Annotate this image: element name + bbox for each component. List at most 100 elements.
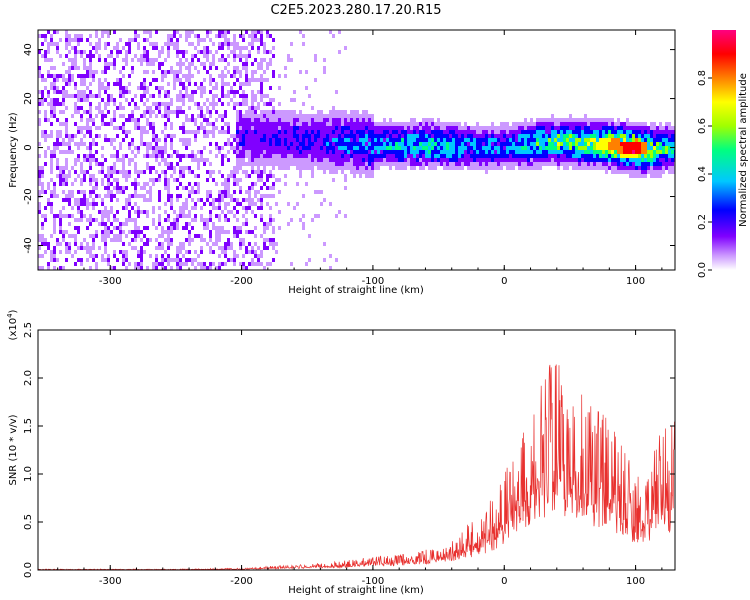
heatmap-cell xyxy=(401,142,404,146)
heatmap-cell xyxy=(251,166,254,170)
heatmap-cell xyxy=(254,230,257,234)
heatmap-cell xyxy=(458,158,461,162)
heatmap-cell xyxy=(158,146,161,150)
heatmap-cell xyxy=(530,130,533,134)
heatmap-cell xyxy=(344,162,347,166)
heatmap-cell xyxy=(212,122,215,126)
heatmap-cell xyxy=(257,182,260,186)
heatmap-cell xyxy=(164,206,167,210)
heatmap-cell xyxy=(398,122,401,126)
heatmap-cell xyxy=(47,166,50,170)
heatmap-cell xyxy=(95,42,98,46)
heatmap-cell xyxy=(272,226,275,230)
heatmap-cell xyxy=(83,266,86,270)
heatmap-cell xyxy=(221,122,224,126)
heatmap-cell xyxy=(242,234,245,238)
heatmap-cell xyxy=(215,210,218,214)
heatmap-cell xyxy=(200,126,203,130)
heatmap-cell xyxy=(98,86,101,90)
heatmap-cell xyxy=(248,186,251,190)
heatmap-cell xyxy=(467,154,470,158)
heatmap-cell xyxy=(524,74,527,78)
heatmap-cell xyxy=(359,110,362,114)
heatmap-cell xyxy=(230,30,233,34)
heatmap-cell xyxy=(119,102,122,106)
heatmap-cell xyxy=(230,134,233,138)
heatmap-cell xyxy=(296,170,299,174)
heatmap-cell xyxy=(350,106,353,110)
heatmap-cell xyxy=(524,138,527,142)
heatmap-cell xyxy=(500,126,503,130)
heatmap-cell xyxy=(245,138,248,142)
heatmap-cell xyxy=(65,198,68,202)
heatmap-cell xyxy=(479,142,482,146)
heatmap-cell xyxy=(218,30,221,34)
heatmap-cell xyxy=(41,38,44,42)
heatmap-cell xyxy=(224,178,227,182)
heatmap-cell xyxy=(182,122,185,126)
heatmap-cell xyxy=(134,166,137,170)
heatmap-cell xyxy=(113,254,116,258)
heatmap-cell xyxy=(47,30,50,34)
heatmap-cell xyxy=(527,146,530,150)
heatmap-cell xyxy=(77,34,80,38)
heatmap-cell xyxy=(119,98,122,102)
heatmap-cell xyxy=(137,194,140,198)
heatmap-cell xyxy=(185,178,188,182)
heatmap-cell xyxy=(254,66,257,70)
heatmap-cell xyxy=(368,174,371,178)
heatmap-cell xyxy=(149,94,152,98)
heatmap-cell xyxy=(224,218,227,222)
heatmap-cell xyxy=(506,146,509,150)
heatmap-cell xyxy=(323,142,326,146)
heatmap-cell xyxy=(233,226,236,230)
heatmap-cell xyxy=(368,130,371,134)
heatmap-cell xyxy=(479,134,482,138)
heatmap-cell xyxy=(239,122,242,126)
heatmap-cell xyxy=(104,222,107,226)
heatmap-cell xyxy=(191,258,194,262)
heatmap-cell xyxy=(128,34,131,38)
heatmap-cell xyxy=(74,226,77,230)
heatmap-cell xyxy=(344,102,347,106)
heatmap-cell xyxy=(158,158,161,162)
heatmap-cell xyxy=(104,106,107,110)
heatmap-cell xyxy=(290,178,293,182)
heatmap-cell xyxy=(302,94,305,98)
heatmap-cell xyxy=(269,230,272,234)
heatmap-cell xyxy=(218,214,221,218)
heatmap-cell xyxy=(101,34,104,38)
heatmap-cell xyxy=(188,182,191,186)
heatmap-cell xyxy=(185,66,188,70)
heatmap-cell xyxy=(263,94,266,98)
heatmap-cell xyxy=(410,198,413,202)
heatmap-cell xyxy=(59,218,62,222)
heatmap-cell xyxy=(269,34,272,38)
heatmap-cell xyxy=(47,78,50,82)
heatmap-cell xyxy=(188,98,191,102)
heatmap-cell xyxy=(464,166,467,170)
heatmap-cell xyxy=(122,114,125,118)
heatmap-cell xyxy=(350,114,353,118)
heatmap-cell xyxy=(353,102,356,106)
heatmap-cell xyxy=(170,90,173,94)
heatmap-cell xyxy=(200,30,203,34)
heatmap-cell xyxy=(77,190,80,194)
heatmap-cell xyxy=(56,50,59,54)
heatmap-cell xyxy=(473,162,476,166)
heatmap-cell xyxy=(134,234,137,238)
heatmap-cell xyxy=(308,30,311,34)
heatmap-cell xyxy=(77,250,80,254)
heatmap-cell xyxy=(530,170,533,174)
heatmap-cell xyxy=(98,190,101,194)
heatmap-cell xyxy=(74,150,77,154)
heatmap-cell xyxy=(125,234,128,238)
heatmap-cell xyxy=(197,214,200,218)
heatmap-cell xyxy=(83,262,86,266)
heatmap-cell xyxy=(317,118,320,122)
heatmap-cell xyxy=(260,218,263,222)
heatmap-cell xyxy=(80,190,83,194)
heatmap-cell xyxy=(308,110,311,114)
heatmap-cell xyxy=(419,150,422,154)
heatmap-cell xyxy=(452,142,455,146)
